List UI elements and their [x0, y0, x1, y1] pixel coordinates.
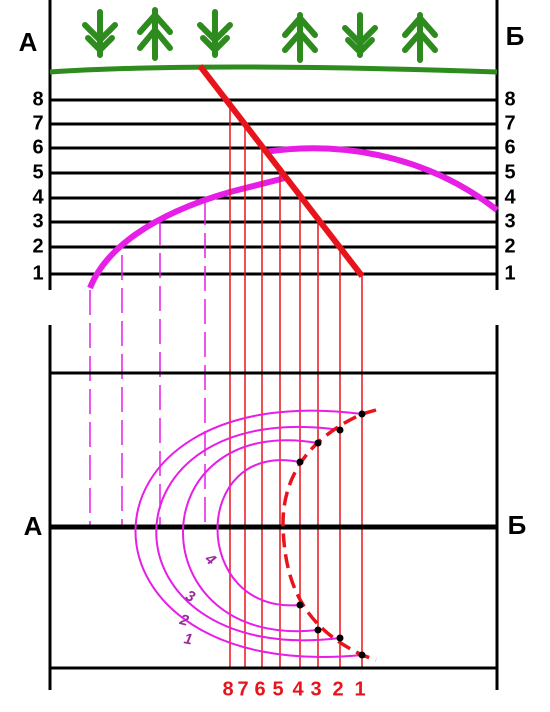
contour-label: 4: [201, 550, 220, 569]
contour-label: 1: [183, 630, 194, 648]
level-label: 3: [32, 210, 43, 232]
trees: [82, 7, 438, 63]
level-label: 6: [32, 136, 43, 158]
line-number: 7: [237, 678, 248, 700]
level-label: 7: [504, 112, 515, 134]
plan-left-label: А: [24, 511, 43, 541]
line-number: 4: [292, 678, 304, 700]
level-label: 6: [504, 136, 515, 158]
level-label: 8: [504, 88, 515, 110]
level-label: 4: [32, 186, 44, 208]
level-label: 3: [504, 210, 515, 232]
plan-right-label: Б: [508, 510, 527, 540]
level-label: 1: [504, 262, 515, 284]
ground: [49, 64, 498, 75]
level-label: 8: [32, 88, 43, 110]
layer: [87, 175, 286, 290]
contour-label: 3: [183, 587, 198, 606]
section-right-label: Б: [506, 21, 525, 51]
section: [48, 0, 499, 290]
level-label: 1: [32, 262, 43, 284]
line-number: 8: [222, 678, 233, 700]
level-label: 5: [32, 161, 43, 183]
contour-label: 2: [177, 611, 191, 630]
projection: [89, 100, 363, 668]
layer: [264, 145, 499, 213]
points: [296, 410, 366, 659]
line-number: 2: [332, 678, 343, 700]
level-label: 2: [32, 235, 43, 257]
fault-trace: [281, 408, 377, 662]
level-label: 2: [504, 235, 515, 257]
level-label: 4: [504, 186, 516, 208]
level-label: 7: [32, 112, 43, 134]
contours: [134, 409, 363, 658]
magenta-lines: [89, 200, 206, 527]
line-number: 3: [310, 678, 321, 700]
line-number: 1: [354, 678, 365, 700]
line-number: 6: [254, 678, 265, 700]
plan: [48, 325, 499, 690]
level-label: 5: [504, 161, 515, 183]
line-number: 5: [272, 678, 283, 700]
fault: [197, 64, 365, 278]
section-left-label: А: [19, 27, 38, 57]
